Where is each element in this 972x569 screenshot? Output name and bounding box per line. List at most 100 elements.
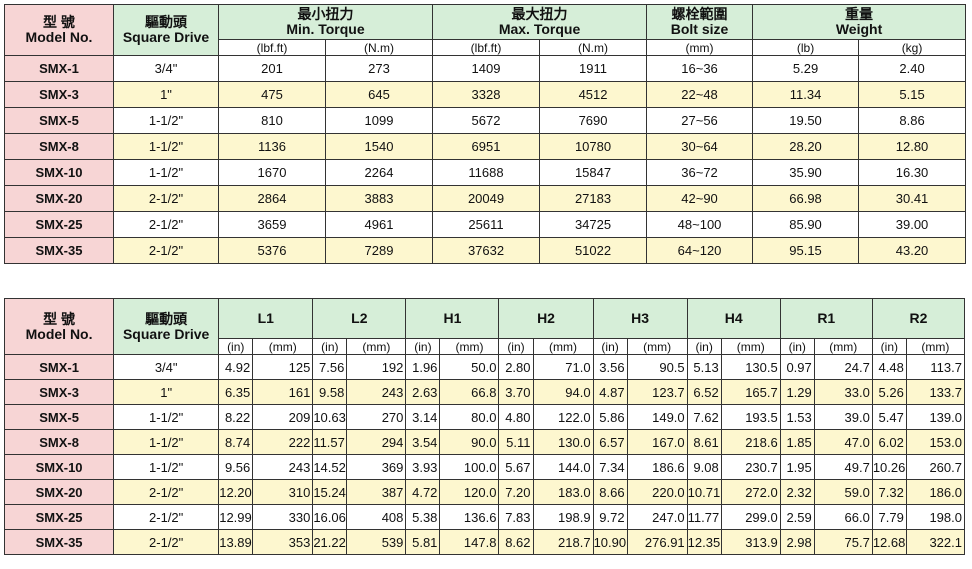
unit-label: (mm) bbox=[829, 339, 858, 354]
cell: 8.86 bbox=[858, 107, 967, 134]
data-row: SMX-20 2-1/2" 2864 3883 20049 27183 42~90 66.98… bbox=[4, 185, 967, 212]
value: 10.63 bbox=[313, 409, 346, 425]
cell: SMX-10 bbox=[4, 159, 114, 186]
cell: 27~56 bbox=[646, 107, 754, 134]
value: 15.24 bbox=[313, 484, 346, 500]
unit-label: (in) bbox=[227, 339, 245, 354]
unit-cell: (mm) bbox=[905, 338, 966, 355]
header-en: Model No. bbox=[25, 325, 93, 342]
value: 2864 bbox=[257, 191, 287, 206]
cell: 260.7 bbox=[905, 454, 966, 480]
cell: 9.58 bbox=[312, 379, 348, 405]
value: 3.56 bbox=[599, 359, 625, 375]
value: 1540 bbox=[364, 139, 394, 154]
cell: SMX-25 bbox=[3, 504, 115, 530]
value: 310 bbox=[288, 484, 311, 500]
cell: 1.85 bbox=[779, 429, 815, 455]
cell: 144.0 bbox=[532, 454, 594, 480]
unit-label: (mm) bbox=[736, 339, 765, 354]
header-en: H4 bbox=[724, 310, 743, 326]
cell: 36~72 bbox=[646, 159, 754, 186]
cell: SMX-8 bbox=[3, 429, 115, 455]
model: SMX-10 bbox=[35, 165, 83, 180]
header-zh: 螺栓範圍 bbox=[671, 6, 728, 22]
cell: 71.0 bbox=[532, 354, 594, 380]
cell: 90.5 bbox=[626, 354, 688, 380]
cell: 247.0 bbox=[626, 504, 688, 530]
model: SMX-25 bbox=[35, 509, 83, 525]
value: 645 bbox=[368, 87, 390, 102]
value: 3.70 bbox=[505, 384, 531, 400]
value: 198.0 bbox=[929, 509, 962, 525]
cell: 10.63 bbox=[312, 404, 348, 430]
cell: 7690 bbox=[539, 107, 648, 134]
value: 10780 bbox=[574, 139, 612, 154]
cell: 198.0 bbox=[905, 504, 966, 530]
value: 3.54 bbox=[412, 434, 438, 450]
cell: 313.9 bbox=[720, 529, 781, 555]
drive: 1-1/2" bbox=[149, 434, 184, 450]
value: 186.0 bbox=[929, 484, 962, 500]
cell: 14.52 bbox=[312, 454, 348, 480]
header-en: H2 bbox=[537, 310, 555, 326]
value: 5.13 bbox=[693, 359, 719, 375]
unit-cell: (N.m) bbox=[539, 39, 648, 56]
cell: 272.0 bbox=[720, 479, 781, 505]
cell: 49.7 bbox=[813, 454, 873, 480]
cell: 12.99 bbox=[218, 504, 254, 530]
value: 387 bbox=[381, 484, 404, 500]
value: 7.62 bbox=[693, 409, 719, 425]
cell: 11.77 bbox=[686, 504, 722, 530]
cell: 218.6 bbox=[720, 429, 781, 455]
cell: 2-1/2" bbox=[113, 185, 219, 212]
cell: 5.29 bbox=[752, 55, 860, 82]
value: 353 bbox=[288, 534, 311, 550]
cell: 85.90 bbox=[752, 211, 860, 238]
value: 24.7 bbox=[844, 359, 870, 375]
cell: 10.71 bbox=[686, 479, 722, 505]
cell: 3328 bbox=[432, 81, 541, 108]
value: 2.59 bbox=[786, 509, 812, 525]
unit-label: (mm) bbox=[643, 339, 672, 354]
value: 5.67 bbox=[505, 459, 531, 475]
cell: 6951 bbox=[432, 133, 541, 160]
value: 6.57 bbox=[599, 434, 625, 450]
value: 165.7 bbox=[745, 384, 778, 400]
cell: 1099 bbox=[324, 107, 434, 134]
value: 2.40 bbox=[899, 61, 925, 76]
cell: 11.34 bbox=[752, 81, 860, 108]
value: 10.90 bbox=[593, 534, 627, 550]
cell: SMX-5 bbox=[4, 107, 114, 134]
cell: 1-1/2" bbox=[113, 133, 219, 160]
value: 27183 bbox=[574, 191, 612, 206]
cell: 7.56 bbox=[312, 354, 348, 380]
data-row: SMX-5 1-1/2" 8.22 209 10.63 270 3.14 80.0 4.80 12… bbox=[3, 404, 966, 430]
cell: 475 bbox=[218, 81, 326, 108]
cell: 1911 bbox=[539, 55, 648, 82]
value: 6.35 bbox=[224, 384, 251, 400]
value: 8.86 bbox=[899, 113, 925, 128]
cell: 6.52 bbox=[686, 379, 722, 405]
unit-label: (in) bbox=[601, 339, 619, 354]
value: 5376 bbox=[257, 243, 287, 258]
value: 113.7 bbox=[930, 359, 962, 375]
value: 7289 bbox=[364, 243, 394, 258]
value: 49.7 bbox=[844, 459, 870, 475]
cell: 2.59 bbox=[779, 504, 815, 530]
cell: 3/4" bbox=[113, 55, 219, 82]
value: 30~64 bbox=[681, 139, 718, 154]
header-cell: 型 號 Model No. bbox=[3, 298, 115, 355]
cell: 130.5 bbox=[720, 354, 781, 380]
cell: 5.26 bbox=[871, 379, 907, 405]
unit-label: (mm) bbox=[268, 339, 297, 354]
value: 294 bbox=[381, 434, 404, 450]
value: 94.0 bbox=[565, 384, 591, 400]
header-cell: 驅動頭 Square Drive bbox=[113, 4, 219, 56]
value: 12.68 bbox=[872, 534, 906, 550]
value: 273 bbox=[368, 61, 390, 76]
value: 33.0 bbox=[844, 384, 870, 400]
header-en: L2 bbox=[351, 310, 368, 326]
cell: 11.57 bbox=[312, 429, 348, 455]
cell: 5376 bbox=[218, 237, 326, 264]
cell: 16.30 bbox=[858, 159, 967, 186]
